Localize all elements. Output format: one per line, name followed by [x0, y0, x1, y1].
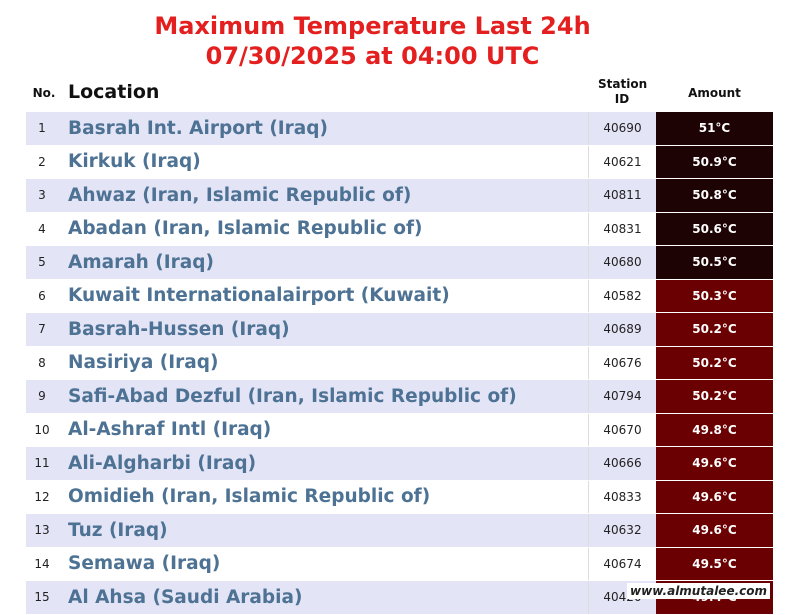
station-id: 40811 [588, 179, 656, 212]
row-number: 9 [38, 389, 46, 404]
amount: 49.8°C [656, 413, 773, 446]
station-id: 40676 [588, 346, 656, 379]
watermark: www.almutalee.com [627, 583, 770, 599]
row-number: 5 [38, 255, 46, 270]
table-row: 4 Abadan (Iran, Islamic Republic of) 40831… [26, 212, 773, 246]
row-number: 3 [38, 188, 46, 203]
amount: 50.2°C [656, 313, 773, 346]
row-number: 15 [34, 590, 50, 605]
table-row: 1 Basrah Int. Airport (Iraq) 40690 51°C [26, 112, 773, 146]
amount: 50.3°C [656, 279, 773, 312]
row-number: 7 [38, 322, 46, 337]
location: Ahwaz (Iran, Islamic Republic of) [68, 184, 412, 206]
row-number: 10 [34, 422, 50, 437]
station-id: 40621 [588, 145, 656, 178]
amount: 50.8°C [656, 179, 773, 212]
row-number: 4 [38, 221, 46, 236]
column-header: Amount [688, 86, 741, 100]
row-number: 8 [38, 355, 46, 370]
amount: 51°C [656, 112, 773, 145]
table-row: 7 Basrah-Hussen (Iraq) 40689 50.2°C [26, 313, 773, 347]
location: Basrah Int. Airport (Iraq) [68, 117, 328, 139]
station-id: 40690 [588, 112, 656, 145]
row-number: 11 [34, 456, 50, 471]
amount: 49.6°C [656, 447, 773, 480]
location: Basrah-Hussen (Iraq) [68, 318, 290, 340]
amount: 49.6°C [656, 480, 773, 513]
column-header: Station ID [598, 77, 648, 106]
location: Al-Ashraf Intl (Iraq) [68, 419, 272, 441]
location: Nasiriya (Iraq) [68, 352, 219, 374]
station-id: 40833 [588, 480, 656, 513]
location: Kirkuk (Iraq) [68, 151, 201, 173]
location: Kuwait Internationalairport (Kuwait) [68, 285, 450, 307]
row-number: 13 [34, 523, 50, 538]
table-row: 9 Safi-Abad Dezful (Iran, Islamic Republi… [26, 380, 773, 414]
station-id: 40670 [588, 413, 656, 446]
table-row: 2 Kirkuk (Iraq) 40621 50.9°C [26, 145, 773, 179]
station-id: 40582 [588, 279, 656, 312]
row-number: 1 [38, 121, 46, 136]
station-id: 40666 [588, 447, 656, 480]
row-number: 6 [38, 288, 46, 303]
location: Tuz (Iraq) [68, 519, 168, 541]
column-header: Location [68, 81, 160, 103]
amount: 50.9°C [656, 145, 773, 178]
location: Safi-Abad Dezful (Iran, Islamic Republic… [68, 385, 517, 407]
location: Ali-Algharbi (Iraq) [68, 452, 257, 474]
station-id: 40831 [588, 212, 656, 245]
row-number: 14 [34, 556, 50, 571]
amount: 50.5°C [656, 246, 773, 279]
amount: 50.6°C [656, 212, 773, 245]
station-id: 40680 [588, 246, 656, 279]
table-row: 12 Omidieh (Iran, Islamic Republic of) 408… [26, 480, 773, 514]
amount: 50.2°C [656, 380, 773, 413]
table-row: 11 Ali-Algharbi (Iraq) 40666 49.6°C [26, 447, 773, 481]
row-number: 12 [34, 489, 50, 504]
column-header: No. [32, 86, 56, 100]
table-row: 10 Al-Ashraf Intl (Iraq) 40670 49.8°C [26, 413, 773, 447]
location: Abadan (Iran, Islamic Republic of) [68, 218, 423, 240]
table-row: 14 Semawa (Iraq) 40674 49.5°C [26, 547, 773, 581]
amount: 49.6°C [656, 514, 773, 547]
table-row: 6 Kuwait Internationalairport (Kuwait) 405… [26, 279, 773, 313]
table-row: 8 Nasiriya (Iraq) 40676 50.2°C [26, 346, 773, 380]
amount: 50.2°C [656, 346, 773, 379]
location: Omidieh (Iran, Islamic Republic of) [68, 486, 431, 508]
title: Maximum Temperature Last 24h [154, 12, 591, 40]
location: Al Ahsa (Saudi Arabia) [68, 586, 303, 608]
table-row: 13 Tuz (Iraq) 40632 49.6°C [26, 514, 773, 548]
location: Amarah (Iraq) [68, 251, 214, 273]
station-id: 40794 [588, 380, 656, 413]
station-id: 40674 [588, 547, 656, 580]
amount: 49.5°C [656, 547, 773, 580]
location: Semawa (Iraq) [68, 553, 221, 575]
row-number: 2 [38, 154, 46, 169]
table-row: 5 Amarah (Iraq) 40680 50.5°C [26, 246, 773, 280]
station-id: 40632 [588, 514, 656, 547]
table-body: 1 Basrah Int. Airport (Iraq) 40690 51°C 2 Kir… [26, 112, 773, 615]
station-id: 40689 [588, 313, 656, 346]
table-row: 3 Ahwaz (Iran, Islamic Republic of) 40811 5… [26, 179, 773, 213]
subtitle: 07/30/2025 at 04:00 UTC [205, 42, 540, 70]
